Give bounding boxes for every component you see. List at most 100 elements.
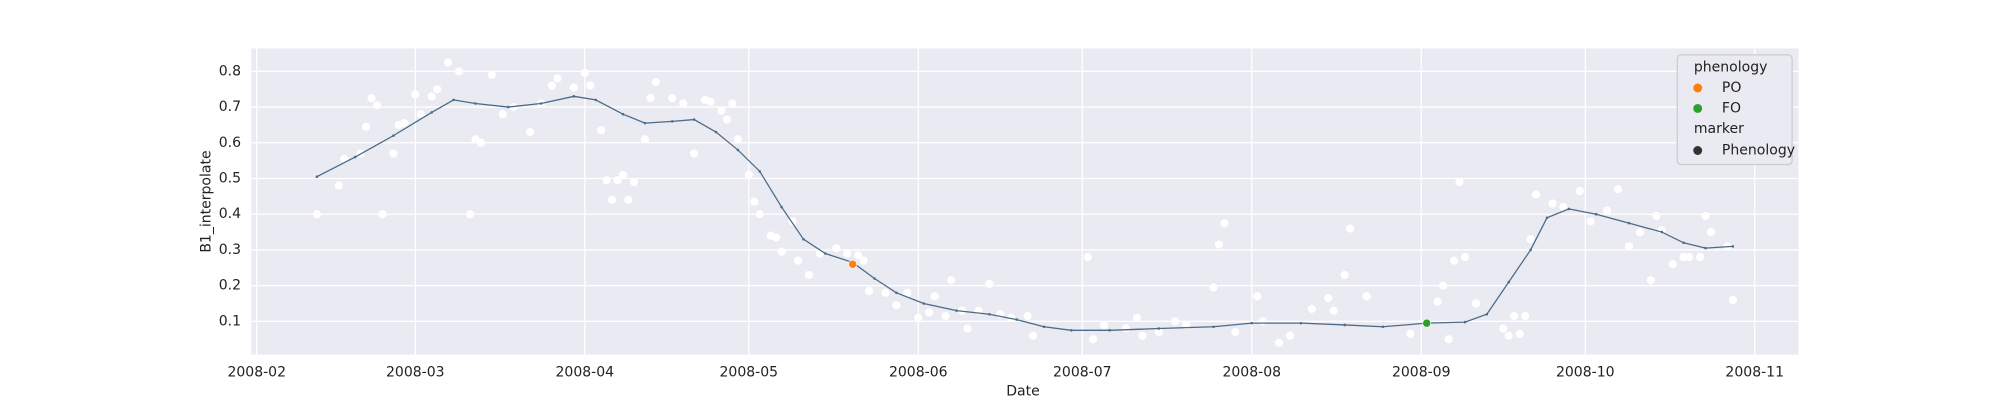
data-point	[1138, 331, 1147, 340]
data-point	[367, 94, 376, 103]
y-tick-label: 0.6	[219, 135, 241, 151]
line-point	[1299, 321, 1303, 325]
y-tick-label: 0.5	[219, 170, 241, 186]
data-point	[1439, 281, 1448, 290]
data-point	[668, 94, 677, 103]
data-point	[1007, 313, 1016, 322]
line-point	[873, 277, 876, 280]
line-point	[736, 148, 740, 152]
x-tick-label: 2008-06	[889, 364, 948, 380]
legend-label: FO	[1722, 100, 1741, 116]
line-point	[1070, 329, 1073, 332]
x-tick-label: 2008-04	[555, 364, 614, 380]
data-point	[1433, 297, 1442, 306]
data-point	[1253, 292, 1262, 301]
line-point	[802, 237, 805, 241]
line-point	[1343, 323, 1346, 327]
line-point	[621, 112, 625, 116]
y-tick-label: 0.3	[219, 242, 241, 258]
data-point	[646, 94, 655, 103]
line-point	[452, 98, 455, 102]
data-point	[1100, 320, 1109, 330]
line-point	[714, 130, 718, 134]
data-point	[433, 85, 442, 94]
data-point	[1346, 224, 1355, 233]
line-point	[1594, 212, 1598, 216]
data-point	[608, 195, 617, 205]
data-point	[487, 70, 496, 79]
data-point	[1515, 329, 1524, 338]
data-point	[1231, 328, 1240, 337]
data-point	[1460, 252, 1470, 262]
y-tick-label: 0.7	[219, 99, 241, 115]
data-point	[1728, 295, 1737, 305]
data-point	[334, 181, 343, 190]
line-point	[955, 309, 958, 312]
data-point	[722, 115, 731, 124]
data-point	[312, 210, 321, 219]
line-point	[1015, 318, 1018, 321]
data-point	[1695, 252, 1705, 262]
grid	[251, 48, 1799, 355]
data-point	[1362, 292, 1371, 301]
data-point	[427, 92, 436, 101]
data-point	[914, 313, 923, 322]
data-point	[629, 177, 639, 187]
data-point	[1324, 294, 1333, 303]
data-point	[832, 244, 841, 253]
data-point	[1121, 324, 1131, 333]
data-point	[1307, 304, 1316, 313]
legend-marker	[1693, 103, 1703, 113]
line-point	[780, 205, 783, 209]
data-point	[1701, 211, 1710, 221]
data-point	[750, 197, 759, 206]
data-point	[1258, 317, 1267, 326]
data-point	[1220, 219, 1229, 228]
line-point	[824, 252, 827, 255]
legend-label: PO	[1722, 80, 1741, 96]
y-tick-label: 0.4	[219, 206, 241, 222]
data-point	[1586, 217, 1595, 226]
data-point	[1449, 256, 1459, 265]
line-point	[670, 120, 674, 123]
line-point	[1381, 325, 1385, 329]
legend-marker	[1693, 83, 1703, 93]
line-point	[758, 170, 761, 173]
data-point	[755, 210, 764, 219]
line-point	[895, 291, 898, 295]
data-point	[946, 276, 956, 285]
data-point	[1132, 313, 1142, 322]
data-point	[859, 256, 868, 265]
legend-marker	[1693, 146, 1703, 155]
x-tick-label: 2008-08	[1222, 364, 1281, 380]
line-point	[315, 175, 319, 178]
line-point	[1567, 207, 1571, 211]
data-point	[1624, 242, 1634, 251]
data-point	[1510, 311, 1519, 321]
line-point	[572, 95, 576, 98]
data-point	[378, 210, 387, 219]
data-point	[1444, 335, 1453, 344]
data-point	[618, 170, 628, 180]
data-point	[881, 288, 890, 297]
line-point	[1704, 246, 1707, 250]
data-point	[772, 233, 781, 242]
data-point	[444, 58, 453, 67]
x-tick-label: 2008-09	[1392, 364, 1451, 380]
data-point	[1023, 311, 1032, 321]
data-point	[930, 292, 939, 301]
data-point	[640, 135, 649, 144]
y-axis-label: B1_interpolate	[199, 150, 215, 252]
line-point	[922, 302, 926, 305]
legend: phenology PO FO marker Phenology	[1676, 54, 1795, 166]
line-point	[1682, 241, 1685, 245]
data-point	[733, 135, 742, 144]
data-point	[465, 210, 475, 219]
line-point	[430, 111, 433, 114]
line-point	[1463, 320, 1467, 324]
legend-label: Phenology	[1722, 143, 1795, 159]
line-point	[1108, 329, 1111, 332]
data-point	[651, 77, 660, 87]
line-point	[1157, 327, 1161, 330]
data-point	[1521, 311, 1530, 321]
